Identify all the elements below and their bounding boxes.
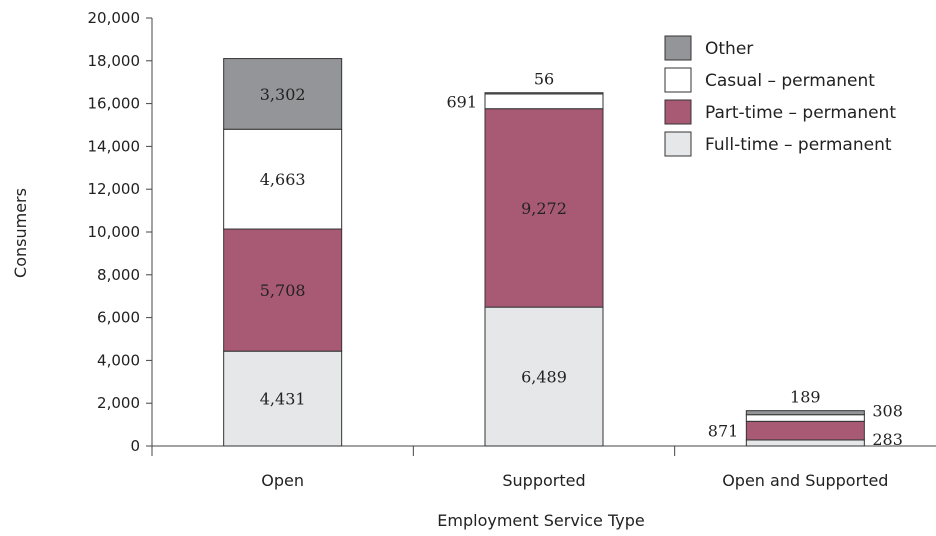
bar-open-and-supported-part-time-permanent	[745, 420, 865, 441]
bar-supported-other	[484, 92, 604, 95]
legend-label-other: Other	[705, 39, 753, 59]
bar-open-other	[223, 58, 343, 130]
legend-swatch-casual-permanent	[664, 67, 692, 93]
bars	[223, 58, 865, 447]
x-tick-label-supported: Supported	[502, 471, 585, 490]
legend: Other Casual – permanent Part-time – perma…	[664, 35, 896, 157]
x-tick-label-open-and-supported: Open and Supported	[722, 471, 888, 490]
bar-supported-part-time-permanent	[484, 108, 604, 308]
bar-supported-full-time-permanent	[484, 306, 604, 447]
y-tick-label: 16,000	[88, 95, 141, 113]
y-tick-label: 12,000	[88, 180, 141, 198]
data-label-open-and-supported-part-time-permanent: 871	[708, 422, 739, 441]
data-label-supported-casual-permanent: 691	[446, 92, 477, 111]
legend-label-casual-permanent: Casual – permanent	[705, 71, 875, 91]
bar-open-part-time-permanent	[223, 228, 343, 352]
data-label-open-full-time-permanent: 4,431	[260, 390, 306, 409]
legend-swatch-other	[664, 35, 692, 61]
y-tick-label: 8,000	[97, 266, 140, 284]
y-axis: 0 2,000 4,000 6,000 8,000 10,000 12,000 14,000 1…	[88, 9, 153, 455]
data-label-supported-other: 56	[534, 70, 554, 89]
y-axis-title: Consumers	[11, 188, 30, 278]
y-tick-label: 20,000	[88, 9, 141, 27]
legend-label-part-time-permanent: Part-time – permanent	[705, 103, 896, 123]
y-tick-label: 6,000	[97, 309, 140, 327]
data-label-open-casual-permanent: 4,663	[260, 170, 306, 189]
data-labels: 4,431 5,708 4,663 3,302 6,489 9,272 691 56 283 87…	[260, 70, 903, 449]
x-tick-label-open: Open	[261, 471, 304, 490]
y-tick-label: 4,000	[97, 351, 140, 369]
x-axis: Open Supported Open and Supported	[151, 445, 936, 490]
y-tick-label: 18,000	[88, 52, 141, 70]
bar-supported-casual-permanent	[484, 93, 604, 110]
y-tick-label: 2,000	[97, 394, 140, 412]
data-label-open-and-supported-casual-permanent: 308	[872, 402, 903, 421]
legend-swatch-part-time-permanent	[664, 99, 692, 125]
bar-open-and-supported-other	[745, 410, 865, 416]
data-label-open-part-time-permanent: 5,708	[260, 281, 306, 300]
y-tick-label: 10,000	[88, 223, 141, 241]
bar-open-and-supported-casual-permanent	[745, 414, 865, 422]
legend-label-full-time-permanent: Full-time – permanent	[705, 135, 892, 155]
y-tick-label: 0	[130, 437, 140, 455]
data-label-supported-full-time-permanent: 6,489	[521, 368, 567, 387]
legend-swatch-full-time-permanent	[664, 131, 692, 157]
x-axis-title: Employment Service Type	[437, 511, 644, 530]
bar-open-casual-permanent	[223, 128, 343, 230]
y-tick-label: 14,000	[88, 137, 141, 155]
data-label-supported-part-time-permanent: 9,272	[521, 199, 567, 218]
bar-open-and-supported-full-time-permanent	[745, 439, 865, 447]
bar-open-full-time-permanent	[223, 350, 343, 447]
data-label-open-other: 3,302	[260, 85, 306, 104]
data-label-open-and-supported-full-time-permanent: 283	[872, 430, 903, 449]
data-label-open-and-supported-other: 189	[790, 388, 821, 407]
